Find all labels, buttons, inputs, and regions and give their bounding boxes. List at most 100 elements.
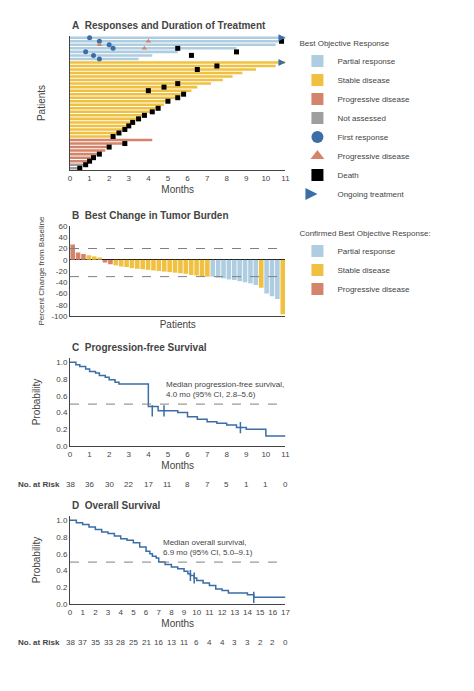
svg-text:Progressive disease: Progressive disease — [337, 95, 410, 104]
svg-text:0.6: 0.6 — [56, 392, 68, 401]
svg-text:Partial response: Partial response — [337, 247, 395, 256]
svg-text:0.0: 0.0 — [56, 600, 68, 609]
svg-text:28: 28 — [116, 638, 125, 647]
svg-text:0.0: 0.0 — [56, 442, 68, 451]
svg-text:1: 1 — [244, 480, 249, 489]
svg-text:6: 6 — [185, 174, 190, 183]
svg-text:1: 1 — [87, 450, 92, 459]
svg-text:5: 5 — [131, 608, 136, 617]
svg-text:Stable disease: Stable disease — [337, 76, 390, 85]
svg-text:4: 4 — [118, 608, 123, 617]
svg-text:40: 40 — [58, 233, 67, 242]
svg-text:9: 9 — [244, 174, 249, 183]
svg-text:No. at Risk: No. at Risk — [18, 638, 60, 647]
svg-text:B Best Change in Tumor Burden: B Best Change in Tumor Burden — [72, 210, 229, 221]
svg-text:Progressive disease: Progressive disease — [337, 285, 410, 294]
svg-text:37: 37 — [78, 638, 87, 647]
svg-text:17: 17 — [281, 608, 290, 617]
svg-text:0: 0 — [68, 608, 73, 617]
svg-text:8: 8 — [224, 174, 229, 183]
svg-text:5: 5 — [224, 480, 229, 489]
svg-text:5: 5 — [166, 450, 171, 459]
svg-text:2: 2 — [107, 174, 112, 183]
svg-text:0.6: 0.6 — [56, 550, 68, 559]
svg-text:1: 1 — [87, 174, 92, 183]
svg-text:38: 38 — [66, 480, 75, 489]
svg-text:0.8: 0.8 — [56, 375, 68, 384]
svg-text:0: 0 — [283, 480, 288, 489]
svg-text:4: 4 — [146, 174, 151, 183]
svg-text:12: 12 — [218, 608, 227, 617]
svg-text:2: 2 — [270, 638, 275, 647]
svg-text:Not assessed: Not assessed — [337, 114, 385, 123]
svg-text:First response: First response — [337, 133, 388, 142]
svg-text:11: 11 — [163, 480, 172, 489]
svg-text:6: 6 — [144, 608, 149, 617]
svg-text:A Responses and Duration of T: A Responses and Duration of Treatment — [72, 20, 266, 31]
svg-text:7: 7 — [205, 450, 210, 459]
svg-text:10: 10 — [261, 174, 270, 183]
svg-text:Months: Months — [161, 184, 194, 195]
svg-text:3: 3 — [232, 638, 237, 647]
svg-text:0.2: 0.2 — [56, 425, 68, 434]
svg-text:3: 3 — [127, 450, 132, 459]
svg-text:0: 0 — [68, 450, 73, 459]
svg-text:8: 8 — [169, 608, 174, 617]
svg-text:8: 8 — [185, 480, 190, 489]
svg-text:0.2: 0.2 — [56, 583, 68, 592]
svg-text:20: 20 — [58, 244, 67, 253]
svg-text:13: 13 — [167, 638, 176, 647]
svg-text:38: 38 — [66, 638, 75, 647]
svg-text:0: 0 — [68, 174, 73, 183]
svg-text:5: 5 — [166, 174, 171, 183]
svg-text:6: 6 — [185, 450, 190, 459]
svg-text:Percent Change from Baseline: Percent Change from Baseline — [37, 216, 46, 326]
svg-text:4: 4 — [220, 638, 225, 647]
svg-text:C Progression-free Survival: C Progression-free Survival — [72, 342, 207, 353]
svg-text:-20: -20 — [56, 267, 68, 276]
svg-text:1.0: 1.0 — [56, 358, 68, 367]
svg-text:-80: -80 — [56, 301, 68, 310]
svg-text:0.4: 0.4 — [56, 408, 68, 417]
svg-text:13: 13 — [230, 608, 239, 617]
svg-text:3: 3 — [127, 174, 132, 183]
svg-text:Progressive disease: Progressive disease — [337, 152, 410, 161]
svg-text:Probability: Probability — [31, 537, 42, 584]
svg-text:2: 2 — [258, 638, 263, 647]
svg-text:6: 6 — [194, 638, 199, 647]
svg-text:16: 16 — [154, 638, 163, 647]
svg-text:8: 8 — [224, 450, 229, 459]
svg-text:Probability: Probability — [31, 379, 42, 426]
svg-text:21: 21 — [142, 638, 151, 647]
svg-text:-40: -40 — [56, 278, 68, 287]
svg-text:10: 10 — [192, 608, 201, 617]
svg-text:Months: Months — [161, 618, 194, 629]
svg-text:Median overall survival,6.9 mo: Median overall survival,6.9 mo (95% CI, … — [163, 538, 253, 557]
svg-text:11: 11 — [205, 608, 214, 617]
svg-text:14: 14 — [243, 608, 252, 617]
svg-text:4: 4 — [146, 450, 151, 459]
svg-text:0.8: 0.8 — [56, 533, 68, 542]
svg-text:9: 9 — [244, 450, 249, 459]
svg-text:3: 3 — [106, 608, 111, 617]
svg-text:3: 3 — [245, 638, 250, 647]
svg-text:No. at Risk: No. at Risk — [18, 480, 60, 489]
svg-text:30: 30 — [105, 480, 114, 489]
svg-text:Confirmed Best Objective Respo: Confirmed Best Objective Response: — [299, 229, 430, 238]
svg-text:60: 60 — [58, 222, 67, 231]
svg-text:15: 15 — [256, 608, 265, 617]
svg-text:35: 35 — [91, 638, 100, 647]
svg-text:7: 7 — [156, 608, 161, 617]
svg-text:0: 0 — [63, 256, 68, 265]
svg-text:Partial response: Partial response — [337, 57, 395, 66]
svg-text:1.0: 1.0 — [56, 516, 68, 525]
svg-text:0: 0 — [283, 638, 288, 647]
svg-text:Months: Months — [161, 460, 194, 471]
svg-text:Best Objective Response: Best Objective Response — [299, 39, 389, 48]
svg-text:Patients: Patients — [36, 85, 47, 121]
svg-text:Stable disease: Stable disease — [337, 266, 390, 275]
svg-text:Median progression-free surviv: Median progression-free survival,4.0 mo … — [166, 380, 284, 399]
svg-text:1: 1 — [263, 480, 268, 489]
svg-text:36: 36 — [85, 480, 94, 489]
svg-text:10: 10 — [261, 450, 270, 459]
